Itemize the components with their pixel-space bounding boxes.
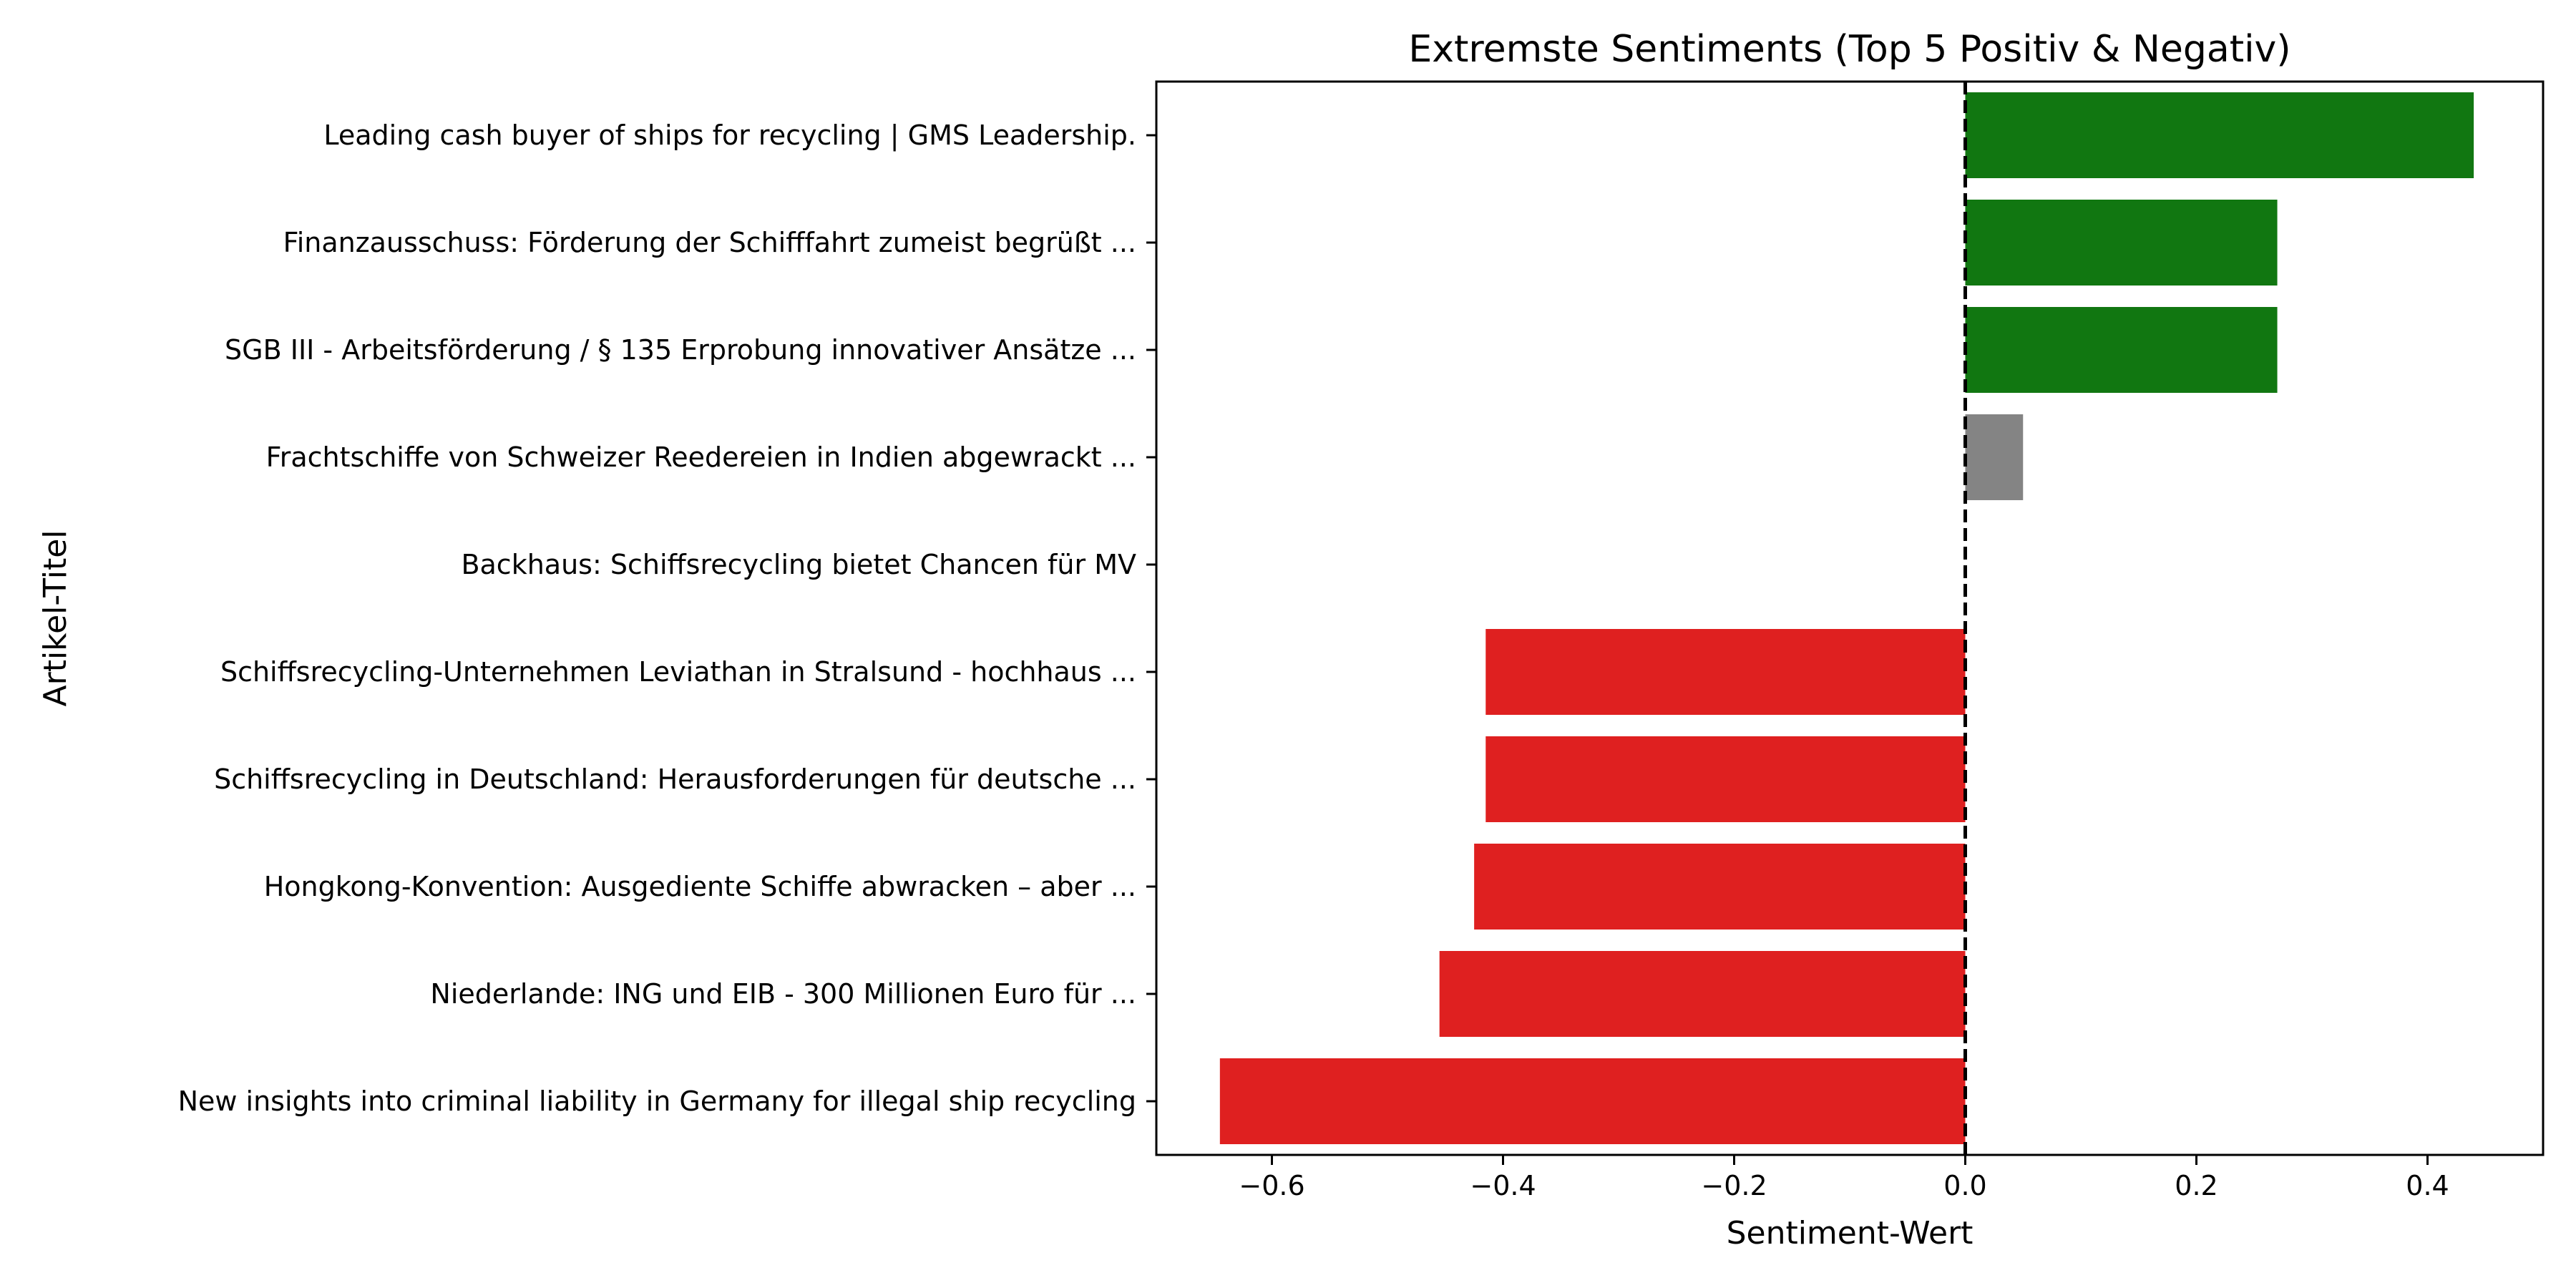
bar-7	[1485, 736, 1966, 822]
bars-group	[1219, 92, 2474, 1144]
x-tick-label: −0.2	[1701, 1170, 1767, 1201]
x-tick-label: 0.4	[2406, 1170, 2449, 1201]
x-tick-label: 0.2	[2175, 1170, 2218, 1201]
y-category-label: Frachtschiffe von Schweizer Reedereien i…	[266, 441, 1136, 473]
y-category-label: SGB III - Arbeitsförderung / § 135 Erpro…	[225, 334, 1136, 366]
x-tick-label: −0.4	[1470, 1170, 1536, 1201]
y-axis-categories: Leading cash buyer of ships for recyclin…	[178, 119, 1156, 1117]
bar-1	[1965, 92, 2474, 178]
y-category-label: Schiffsrecycling in Deutschland: Herausf…	[214, 763, 1136, 795]
bar-10	[1219, 1058, 1966, 1144]
x-tick-label: 0.0	[1943, 1170, 1986, 1201]
x-axis-label: Sentiment-Wert	[1727, 1215, 1974, 1252]
x-axis-ticks: −0.6 −0.4 −0.2 0.0 0.2 0.4	[1239, 1155, 2449, 1201]
bar-9	[1439, 951, 1966, 1037]
chart-title: Extremste Sentiments (Top 5 Positiv & Ne…	[1408, 28, 2290, 71]
y-category-label: New insights into criminal liability in …	[178, 1085, 1136, 1117]
y-category-label: Schiffsrecycling-Unternehmen Leviathan i…	[220, 656, 1136, 688]
y-category-label: Finanzausschuss: Förderung der Schifffah…	[283, 227, 1136, 258]
bar-4	[1965, 414, 2024, 500]
y-category-label: Hongkong-Konvention: Ausgediente Schiffe…	[264, 871, 1136, 902]
y-category-label: Backhaus: Schiffsrecycling bietet Chance…	[461, 549, 1136, 580]
y-category-label: Leading cash buyer of ships for recyclin…	[323, 119, 1136, 152]
y-category-label: Niederlande: ING und EIB - 300 Millionen…	[430, 978, 1136, 1010]
y-axis-label: Artikel-Titel	[37, 530, 74, 706]
x-tick-label: −0.6	[1239, 1170, 1304, 1201]
bar-3	[1965, 307, 2278, 393]
bar-6	[1485, 629, 1966, 715]
bar-2	[1965, 200, 2278, 286]
bar-8	[1474, 844, 1966, 930]
plot-frame	[1155, 80, 2545, 1156]
